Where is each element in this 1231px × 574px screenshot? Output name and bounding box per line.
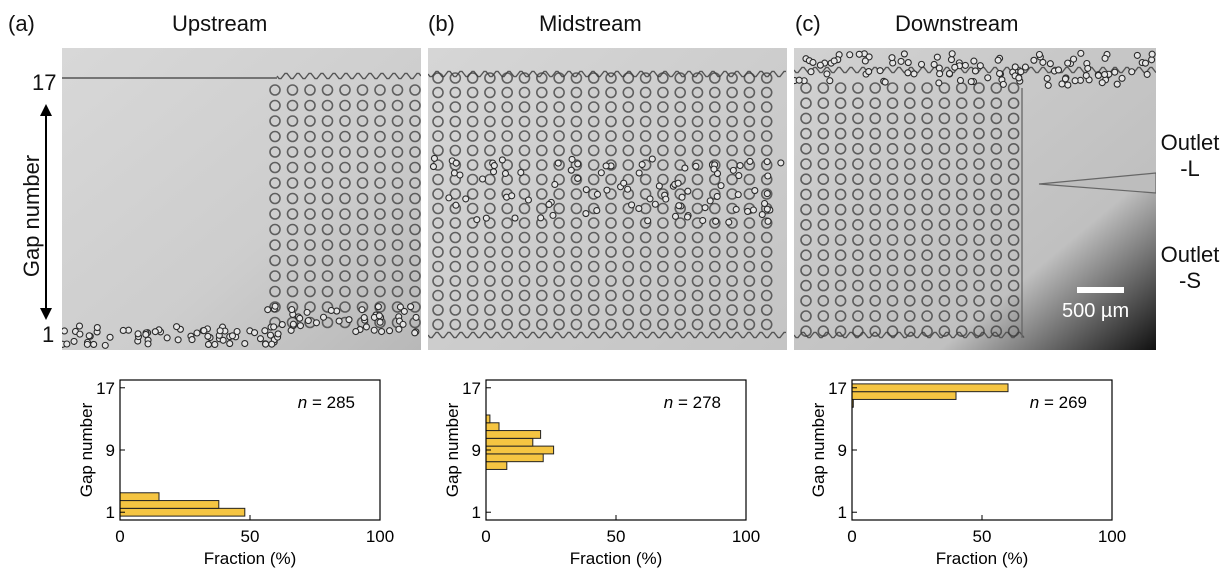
histogram-bar bbox=[851, 383, 1009, 393]
particle-cluster bbox=[264, 302, 420, 337]
histogram-midstream: 0 50 100 1 9 17 Fraction (%) Gap number n = 278 bbox=[443, 379, 760, 568]
y-tick-label: 17 bbox=[96, 379, 115, 398]
x-tick-label: 0 bbox=[847, 527, 856, 546]
x-axis-label: Fraction (%) bbox=[570, 549, 663, 568]
histogram-bar bbox=[485, 445, 555, 455]
outlet-s-line1: Outlet bbox=[1160, 242, 1220, 267]
panel-title-downstream: Downstream bbox=[895, 11, 1019, 36]
x-tick-label: 100 bbox=[1098, 527, 1126, 546]
panel-label-c: (c) bbox=[795, 11, 821, 36]
gap-axis-bottom-tick: 1 bbox=[42, 322, 55, 347]
histogram-bar bbox=[119, 507, 246, 517]
outlet-l-line2: -L bbox=[1180, 156, 1200, 181]
micrograph-background bbox=[794, 48, 1156, 350]
histogram-bar bbox=[485, 437, 534, 447]
micrograph-upstream bbox=[62, 48, 421, 350]
micrograph-background bbox=[62, 48, 421, 350]
x-tick-label: 0 bbox=[481, 527, 490, 546]
sample-count-label: n = 278 bbox=[664, 393, 721, 412]
y-tick-label: 1 bbox=[106, 503, 115, 522]
x-tick-label: 0 bbox=[115, 527, 124, 546]
y-axis-label: Gap number bbox=[809, 402, 828, 497]
panel-label-b: (b) bbox=[428, 11, 455, 36]
micrograph-downstream: 500 µm bbox=[794, 48, 1156, 350]
gap-axis-double-arrow bbox=[40, 104, 52, 320]
histogram-bar bbox=[851, 391, 957, 400]
histogram-bar bbox=[485, 461, 508, 470]
pillar-array bbox=[800, 82, 1020, 338]
scale-bar bbox=[1077, 287, 1124, 293]
outlet-s-line2: -S bbox=[1179, 268, 1201, 293]
x-tick-label: 100 bbox=[366, 527, 394, 546]
channel-wall-wavy bbox=[428, 331, 786, 339]
y-tick-label: 9 bbox=[472, 441, 481, 460]
x-tick-label: 100 bbox=[732, 527, 760, 546]
y-tick-label: 17 bbox=[462, 379, 481, 398]
histogram-bar bbox=[119, 500, 220, 509]
y-tick-label: 9 bbox=[838, 441, 847, 460]
histogram-bar bbox=[485, 422, 500, 432]
micrograph-midstream bbox=[428, 48, 787, 350]
x-tick-label: 50 bbox=[973, 527, 992, 546]
outlet-splitter bbox=[1038, 172, 1156, 194]
channel-wall-wavy bbox=[794, 331, 1025, 339]
sample-count-label: n = 285 bbox=[298, 393, 355, 412]
x-axis-label: Fraction (%) bbox=[204, 549, 297, 568]
outlet-l-label: Outlet -L bbox=[1150, 130, 1230, 182]
histogram-bar bbox=[485, 430, 542, 439]
histogram-upstream: 0 50 100 1 9 17 Fraction (%) Gap number n = 285 bbox=[77, 379, 394, 568]
x-tick-label: 50 bbox=[241, 527, 260, 546]
x-axis-label: Fraction (%) bbox=[936, 549, 1029, 568]
x-tick-label: 50 bbox=[607, 527, 626, 546]
gap-axis-top-tick: 17 bbox=[32, 70, 57, 95]
histogram-bar bbox=[119, 492, 160, 502]
channel-wall-wavy bbox=[276, 72, 421, 80]
panel-label-a: (a) bbox=[8, 11, 35, 36]
y-tick-label: 17 bbox=[828, 379, 847, 398]
particle-band bbox=[429, 154, 785, 226]
panel-title-midstream: Midstream bbox=[539, 11, 642, 36]
y-axis-label: Gap number bbox=[77, 402, 96, 497]
y-tick-label: 9 bbox=[106, 441, 115, 460]
histogram-bar bbox=[485, 453, 544, 463]
particle-band bbox=[794, 49, 1156, 89]
sample-count-label: n = 269 bbox=[1030, 393, 1087, 412]
y-axis-label: Gap number bbox=[443, 402, 462, 497]
y-tick-label: 1 bbox=[838, 503, 847, 522]
y-tick-label: 1 bbox=[472, 503, 481, 522]
scale-bar-label: 500 µm bbox=[1062, 300, 1130, 322]
panel-title-upstream: Upstream bbox=[172, 11, 268, 36]
outlet-l-line1: Outlet bbox=[1160, 130, 1220, 155]
particle-cluster bbox=[62, 322, 295, 349]
outlet-s-label: Outlet -S bbox=[1150, 242, 1230, 294]
histogram-downstream: 0 50 100 1 9 17 Fraction (%) Gap number n = 269 bbox=[809, 379, 1126, 568]
